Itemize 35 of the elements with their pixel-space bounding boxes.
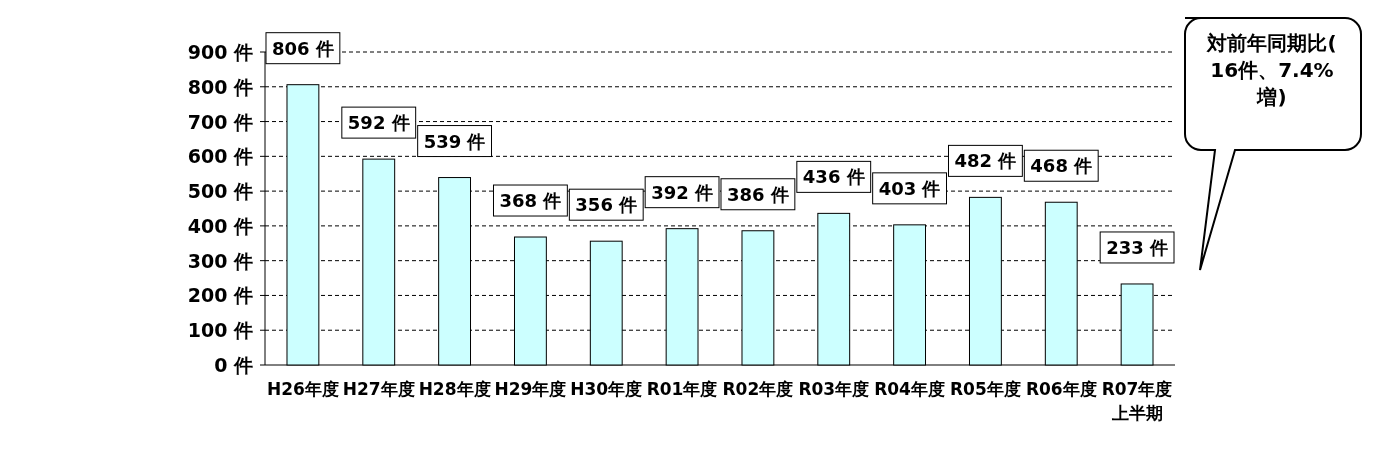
x-tick-label: H26年度 — [266, 379, 339, 399]
x-tick-label: H28年度 — [418, 379, 491, 399]
y-tick-label: 0 件 — [214, 354, 253, 376]
x-tick-label: R02年度 — [722, 379, 794, 399]
x-tick-label: R03年度 — [798, 379, 870, 399]
data-label: 436 件 — [802, 166, 865, 188]
y-tick-label: 700 件 — [187, 110, 253, 133]
y-tick-label: 900 件 — [187, 41, 253, 63]
y-tick-label: 400 件 — [187, 214, 253, 237]
y-tick-label: 200 件 — [187, 284, 253, 307]
data-label: 403 件 — [878, 177, 941, 199]
text: 対前年同期比(16件、7.4%増) — [1206, 31, 1337, 109]
x-tick-label: R04年度 — [874, 379, 945, 399]
x-tick-label: H29年度 — [494, 379, 567, 399]
x-tick-label: R01年度 — [646, 379, 718, 399]
x-tick-label: R06年度 — [1025, 379, 1097, 399]
x-tick-label: R07年度上半期 — [1101, 379, 1173, 423]
y-tick-label: 600 件 — [187, 145, 253, 168]
data-label: 233 件 — [1106, 236, 1169, 258]
data-label: 368 件 — [499, 190, 562, 212]
y-tick-label: 100 件 — [187, 319, 253, 342]
y-tick-label: 500 件 — [187, 180, 253, 203]
data-label: 806 件 — [271, 37, 334, 59]
data-label: 356 件 — [575, 194, 638, 216]
data-label: 392 件 — [651, 181, 714, 203]
x-tick-label: H30年度 — [570, 379, 643, 399]
y-tick-label: 300 件 — [187, 249, 253, 272]
data-label: 539 件 — [423, 130, 486, 152]
y-tick-label: 800 件 — [187, 75, 253, 98]
data-label: 482 件 — [954, 150, 1017, 172]
data-label: 386 件 — [726, 183, 789, 205]
x-tick-label: R05年度 — [950, 379, 1021, 399]
data-label: 468 件 — [1030, 155, 1093, 177]
x-tick-label: H27年度 — [342, 379, 415, 399]
data-label: 592 件 — [347, 112, 410, 134]
